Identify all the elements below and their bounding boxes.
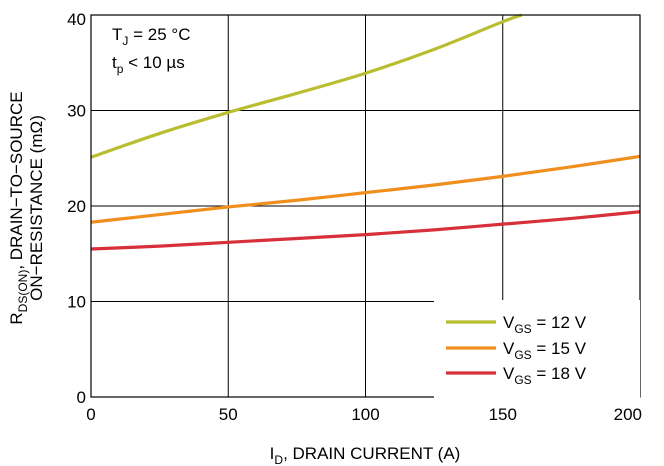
plot-frame	[90, 14, 641, 398]
y-tick-label: 10	[67, 293, 86, 312]
x-tick-label: 150	[489, 405, 517, 424]
tick-labels: 0 50 100 150 200 0 10 20 30 40	[67, 10, 642, 424]
legend-label-15v: VGS = 15 V	[503, 339, 587, 362]
x-tick-label: 200	[614, 405, 642, 424]
legend: VGS = 12 V VGS = 15 V VGS = 18 V	[434, 300, 640, 398]
legend-label-18v: VGS = 18 V	[503, 364, 587, 387]
y-axis-label-line2: ON−RESISTANCE (mΩ)	[27, 115, 46, 301]
tp-annotation: tp < 10 µs	[112, 53, 185, 76]
series-line-2	[90, 210, 641, 251]
y-tick-label: 30	[67, 102, 86, 121]
tj-annotation: TJ = 25 °C	[112, 25, 190, 48]
legend-label-12v: VGS = 12 V	[503, 313, 587, 336]
y-axis-label: RDS(ON), DRAIN−TO−SOURCE ON−RESISTANCE (…	[7, 91, 46, 324]
y-tick-label: 20	[67, 197, 86, 216]
y-axis-label-line1: RDS(ON), DRAIN−TO−SOURCE	[7, 91, 30, 324]
x-tick-label: 50	[219, 405, 238, 424]
series-lines	[90, 13, 641, 251]
y-tick-label: 0	[77, 388, 86, 407]
y-tick-label: 40	[67, 10, 86, 29]
x-axis-label: ID, DRAIN CURRENT (A)	[270, 444, 461, 466]
x-tick-label: 0	[86, 405, 95, 424]
conditions-annotation: TJ = 25 °C tp < 10 µs	[112, 25, 190, 76]
series-line-0	[90, 13, 523, 159]
x-tick-label: 100	[351, 405, 379, 424]
series-line-1	[90, 154, 641, 224]
